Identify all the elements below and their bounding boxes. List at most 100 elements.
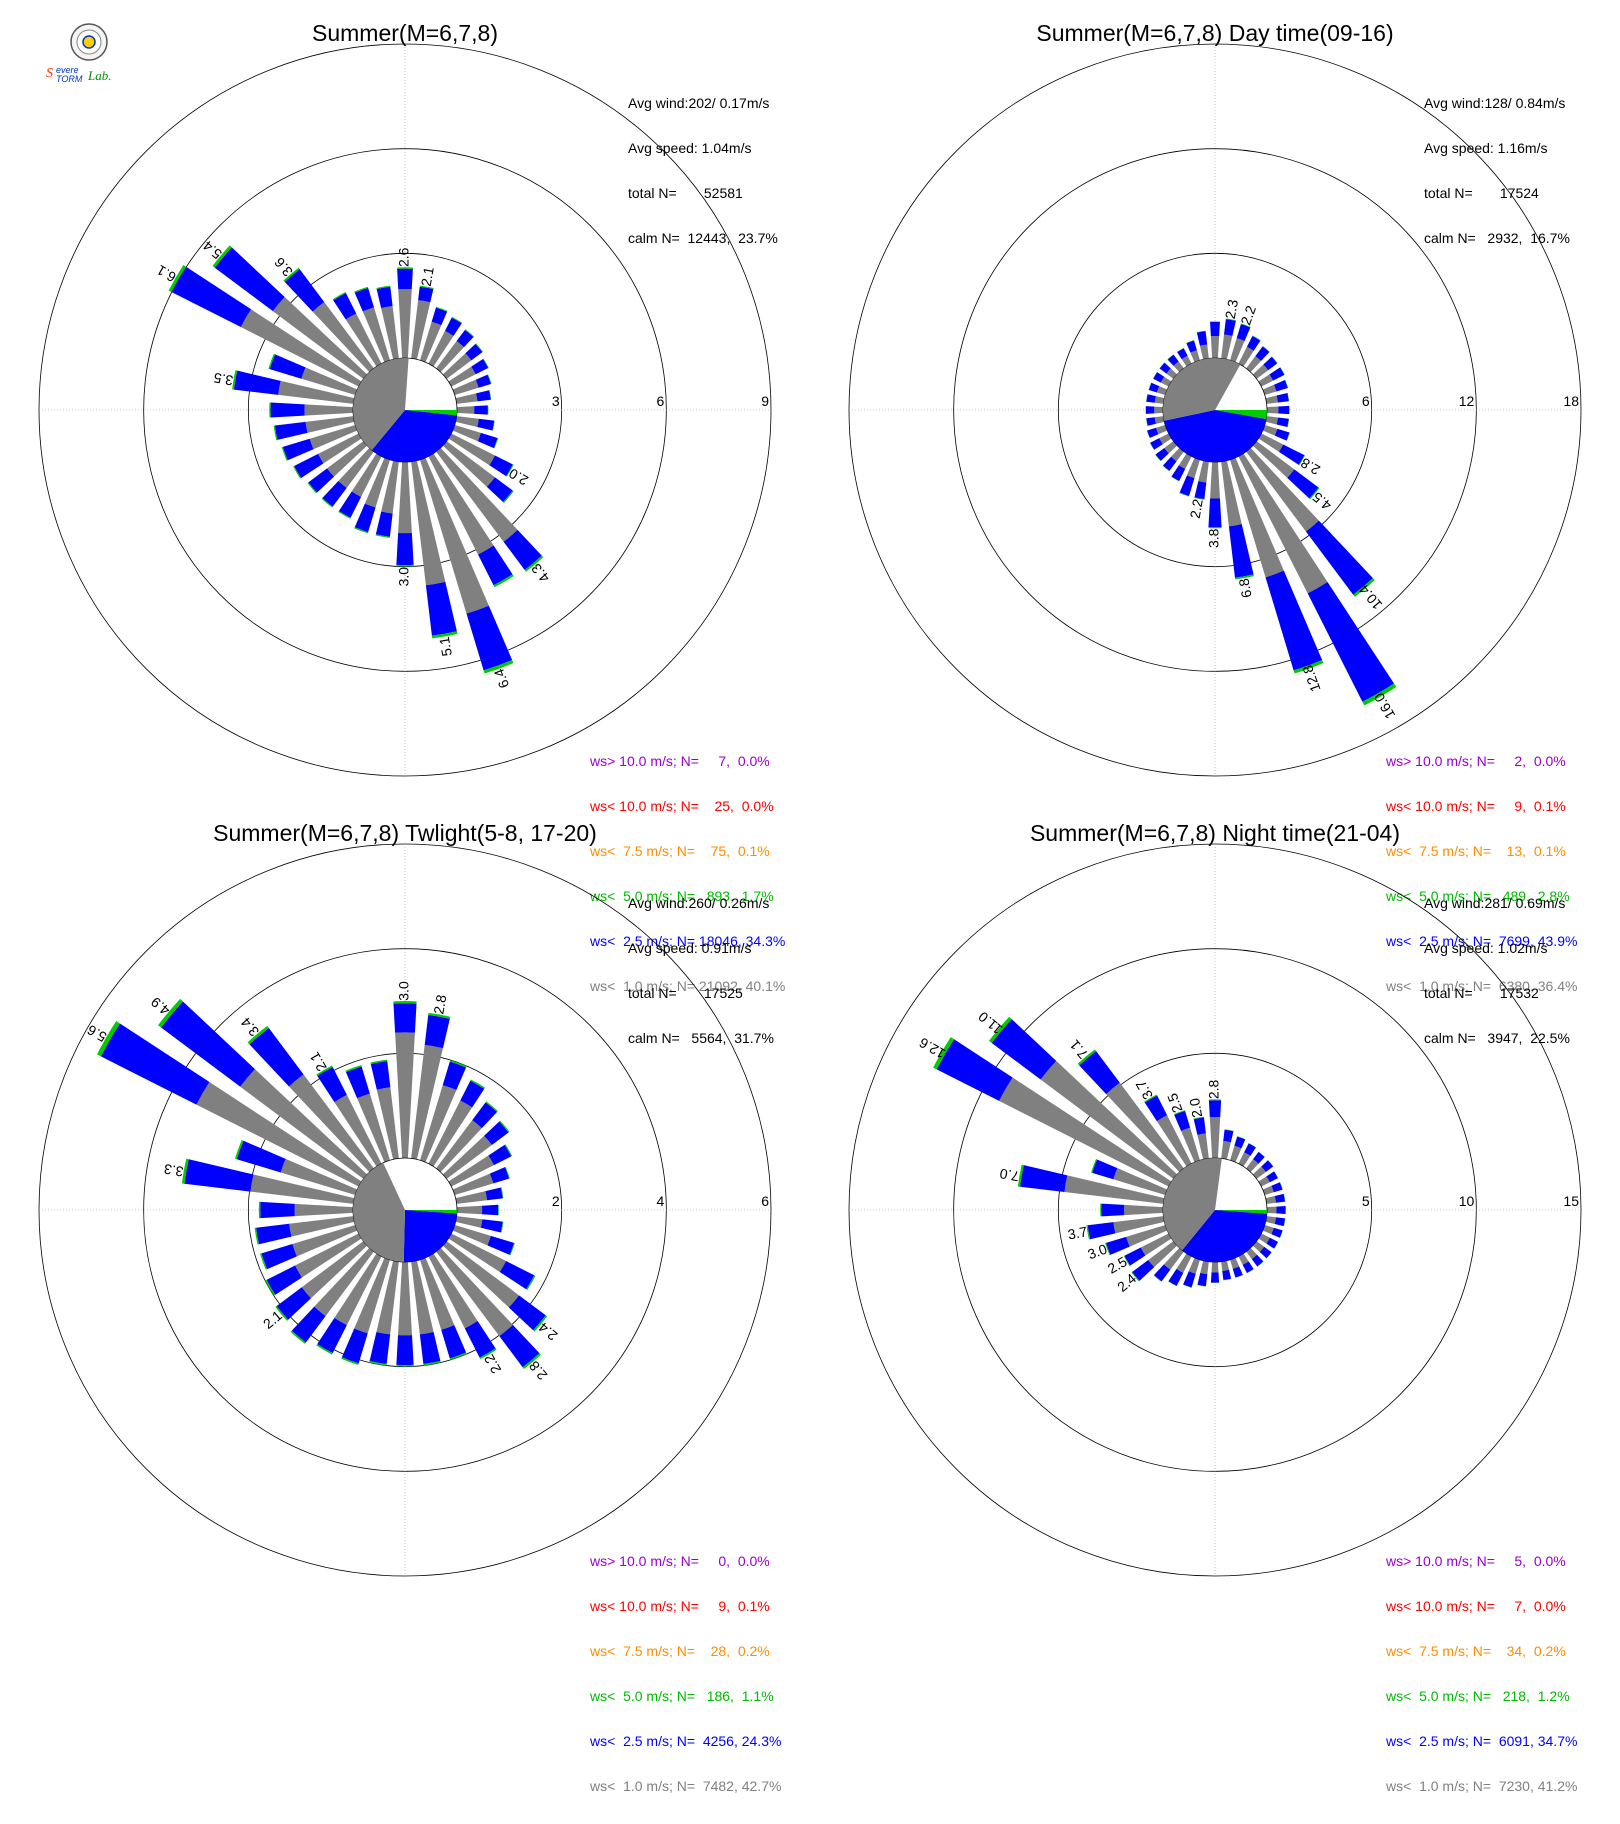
bar-segment-calm bbox=[456, 416, 479, 427]
bar-segment-lt2_5 bbox=[1020, 1165, 1067, 1192]
bar-segment-lt5 bbox=[396, 565, 413, 567]
bar-segment-lt2_5 bbox=[1222, 1270, 1231, 1280]
bar-value-label: 6.8 bbox=[1235, 577, 1254, 599]
bar-segment-lt2_5 bbox=[396, 533, 413, 565]
bar-segment-lt2_5 bbox=[256, 1224, 291, 1244]
ring-label: 2 bbox=[552, 1193, 560, 1209]
stats-block: Avg wind:281/ 0.69m/s Avg speed: 1.02m/s… bbox=[1424, 866, 1570, 1076]
ring-label: 6 bbox=[1362, 393, 1370, 409]
stat-total-n: total N= 17532 bbox=[1424, 986, 1570, 1001]
legend-row: ws> 10.0 m/s; N= 5, 0.0% bbox=[1386, 1554, 1577, 1569]
legend-row: ws< 7.5 m/s; N= 28, 0.2% bbox=[590, 1644, 781, 1659]
speed-legend: ws> 10.0 m/s; N= 0, 0.0% ws< 10.0 m/s; N… bbox=[590, 1524, 781, 1824]
bar-segment-lt2_5 bbox=[1211, 1272, 1219, 1282]
ring-label: 6 bbox=[761, 1193, 769, 1209]
bar-segment-calm bbox=[398, 289, 412, 358]
stat-avg-speed: Avg speed: 0.91m/s bbox=[628, 941, 774, 956]
bar-segment-calm bbox=[1211, 336, 1219, 358]
stat-avg-wind: Avg wind:202/ 0.17m/s bbox=[628, 96, 778, 111]
calm-pie bbox=[353, 358, 457, 462]
ring-label: 6 bbox=[657, 393, 665, 409]
direction-bars: 3.02.82.42.82.22.13.35.64.93.42.1 bbox=[84, 981, 560, 1383]
legend-row: ws> 10.0 m/s; N= 2, 0.0% bbox=[1386, 754, 1577, 769]
bar-segment-calm bbox=[1221, 334, 1232, 359]
calm-pie bbox=[1163, 358, 1267, 462]
bar-segment-calm bbox=[395, 1032, 415, 1158]
bar-segment-lt2_5 bbox=[270, 354, 306, 378]
bar-segment-lt2_5 bbox=[271, 402, 305, 417]
stat-avg-wind: Avg wind:260/ 0.26m/s bbox=[628, 896, 774, 911]
bar-segment-lt2_5 bbox=[441, 1325, 466, 1358]
bar-value-label: 2.8 bbox=[430, 993, 449, 1015]
stat-total-n: total N= 17524 bbox=[1424, 186, 1570, 201]
bar-segment-lt2_5 bbox=[1088, 1222, 1116, 1239]
bar-segment-lt2_5 bbox=[1092, 1159, 1117, 1179]
stat-avg-wind: Avg wind:128/ 0.84m/s bbox=[1424, 96, 1570, 111]
bar-value-label: 5.1 bbox=[436, 635, 455, 657]
bar-segment-lt2_5 bbox=[1146, 406, 1155, 414]
bar-value-label: 7.0 bbox=[998, 1165, 1020, 1184]
legend-row: ws> 10.0 m/s; N= 0, 0.0% bbox=[590, 1554, 781, 1569]
bar-segment-calm bbox=[1197, 1133, 1208, 1159]
bar-segment-lt2_5 bbox=[425, 1015, 450, 1048]
bar-segment-calm bbox=[1155, 396, 1165, 404]
bar-segment-calm bbox=[1266, 396, 1278, 404]
stat-calm-n: calm N= 12443, 23.7% bbox=[628, 231, 778, 246]
bar-segment-lt2_5 bbox=[1223, 1130, 1233, 1143]
ring-label: 18 bbox=[1563, 393, 1579, 409]
bar-segment-lt2_5 bbox=[283, 439, 314, 460]
bar-segment-lt2_5 bbox=[346, 1066, 370, 1098]
ring-label: 3 bbox=[552, 393, 560, 409]
bar-segment-calm bbox=[398, 462, 412, 533]
bar-segment-calm bbox=[1266, 416, 1278, 424]
bar-value-label: 2.1 bbox=[418, 265, 437, 287]
legend-row: ws< 7.5 m/s; N= 34, 0.2% bbox=[1386, 1644, 1577, 1659]
calm-pie bbox=[1163, 1158, 1267, 1262]
bar-value-label: 12.8 bbox=[1299, 663, 1323, 694]
stat-avg-speed: Avg speed: 1.04m/s bbox=[628, 141, 778, 156]
stat-avg-wind: Avg wind:281/ 0.69m/s bbox=[1424, 896, 1570, 911]
bar-segment-lt2_5 bbox=[1224, 319, 1236, 336]
bar-segment-lt2_5 bbox=[1276, 1206, 1285, 1214]
bar-segment-lt2_5 bbox=[420, 1332, 441, 1364]
bar-segment-calm bbox=[456, 1216, 483, 1228]
bar-segment-lt2_5 bbox=[355, 504, 376, 533]
bar-segment-lt2_5 bbox=[1197, 331, 1207, 346]
bar-segment-lt2_5 bbox=[1210, 322, 1220, 336]
bar-segment-calm bbox=[1230, 1146, 1241, 1162]
bar-segment-lt2_5 bbox=[371, 1061, 391, 1090]
chart-title: Summer(M=6,7,8) Day time(09-16) bbox=[810, 20, 1620, 47]
bar-value-label: 3.7 bbox=[1066, 1223, 1088, 1242]
bar-segment-lt2_5 bbox=[476, 390, 491, 401]
ring-label: 4 bbox=[657, 1193, 665, 1209]
direction-bars: 2.32.22.84.510.416.012.86.83.82.2 bbox=[1146, 298, 1399, 722]
bar-value-label: 3.0 bbox=[396, 567, 412, 587]
bar-value-label: 3.8 bbox=[1206, 528, 1222, 548]
bar-value-label: 2.0 bbox=[1186, 1097, 1205, 1119]
bar-segment-lt2_5 bbox=[184, 1159, 253, 1191]
bar-segment-calm bbox=[1198, 461, 1209, 483]
bar-segment-lt2_5 bbox=[1146, 394, 1156, 403]
bar-segment-calm bbox=[457, 1206, 482, 1215]
stats-block: Avg wind:202/ 0.17m/s Avg speed: 1.04m/s… bbox=[628, 66, 778, 276]
bar-segment-lt2_5 bbox=[261, 1244, 296, 1269]
ring-label: 9 bbox=[761, 393, 769, 409]
ring-label: 5 bbox=[1362, 1193, 1370, 1209]
stats-block: Avg wind:128/ 0.84m/s Avg speed: 1.16m/s… bbox=[1424, 66, 1570, 276]
bar-segment-lt5 bbox=[396, 1365, 413, 1367]
bar-segment-calm bbox=[295, 1204, 353, 1216]
legend-row: ws< 1.0 m/s; N= 7230, 41.2% bbox=[1386, 1779, 1577, 1794]
bar-value-label: 3.0 bbox=[396, 981, 412, 1001]
bar-value-label: 12.6 bbox=[916, 1034, 948, 1062]
chart-title: Summer(M=6,7,8) Twlight(5-8, 17-20) bbox=[0, 820, 810, 847]
stat-calm-n: calm N= 3947, 22.5% bbox=[1424, 1031, 1570, 1046]
bar-segment-calm bbox=[1200, 1261, 1209, 1274]
bar-segment-calm bbox=[1221, 1141, 1231, 1159]
legend-row: ws< 2.5 m/s; N= 6091, 34.7% bbox=[1386, 1734, 1577, 1749]
bar-segment-calm bbox=[456, 393, 478, 403]
legend-row: ws< 5.0 m/s; N= 218, 1.2% bbox=[1386, 1689, 1577, 1704]
speed-legend: ws> 10.0 m/s; N= 5, 0.0% ws< 10.0 m/s; N… bbox=[1386, 1524, 1577, 1824]
